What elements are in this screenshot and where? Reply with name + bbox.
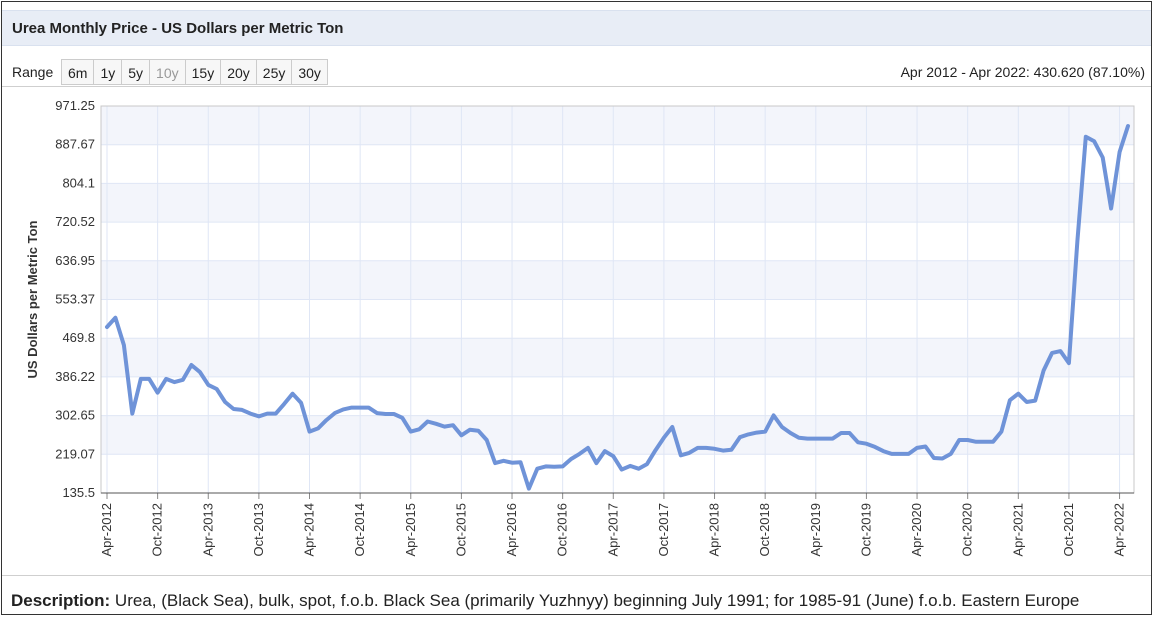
plot-band bbox=[101, 183, 1134, 223]
range-button-20y[interactable]: 20y bbox=[220, 59, 257, 85]
range-button-group: 6m 1y 5y 10y 15y 20y 25y 30y bbox=[61, 59, 328, 85]
y-tick-label: 720.52 bbox=[55, 214, 95, 229]
y-tick-label: 971.25 bbox=[55, 98, 95, 113]
y-tick-label: 302.65 bbox=[55, 408, 95, 423]
x-tick-label: Oct-2017 bbox=[656, 503, 671, 556]
plot-band bbox=[101, 106, 1134, 145]
y-tick-label: 804.1 bbox=[62, 175, 95, 190]
x-tick-label: Oct-2015 bbox=[453, 503, 468, 556]
x-tick-label: Oct-2013 bbox=[251, 503, 266, 556]
x-tick-label: Apr-2014 bbox=[302, 503, 317, 556]
range-button-30y[interactable]: 30y bbox=[291, 59, 328, 85]
y-tick-label: 887.67 bbox=[55, 137, 95, 152]
x-tick-label: Apr-2019 bbox=[808, 503, 823, 556]
price-series-line bbox=[105, 124, 1130, 491]
title-bar: Urea Monthly Price - US Dollars per Metr… bbox=[2, 10, 1151, 46]
x-tick-label: Oct-2014 bbox=[352, 503, 367, 556]
x-tick-label: Apr-2021 bbox=[1010, 503, 1025, 556]
plot-band bbox=[101, 338, 1134, 377]
chart-area: 971.25 887.67 804.1 720.52 636.95 553.37 469.8… bbox=[2, 86, 1151, 576]
x-tick-label: Apr-2013 bbox=[200, 503, 215, 556]
x-tick-label: Oct-2016 bbox=[555, 503, 570, 556]
x-tick-label: Oct-2019 bbox=[858, 503, 873, 556]
y-tick-label: 386.22 bbox=[55, 369, 95, 384]
x-tick-label: Oct-2012 bbox=[150, 503, 165, 556]
x-tick-label: Oct-2021 bbox=[1061, 503, 1076, 556]
range-button-5y[interactable]: 5y bbox=[121, 59, 151, 85]
y-axis-title: US Dollars per Metric Ton bbox=[25, 220, 40, 378]
chart-title: Urea Monthly Price - US Dollars per Metr… bbox=[12, 20, 344, 37]
x-tick-label: Apr-2015 bbox=[403, 503, 418, 556]
price-line-chart: 971.25 887.67 804.1 720.52 636.95 553.37 469.8… bbox=[25, 98, 1135, 556]
y-tick-label: 636.95 bbox=[55, 253, 95, 268]
description-label: Description: bbox=[11, 591, 111, 610]
range-button-1y[interactable]: 1y bbox=[93, 59, 123, 85]
x-tick-label: Apr-2022 bbox=[1112, 503, 1127, 556]
x-tick-label: Apr-2018 bbox=[707, 503, 722, 556]
y-tick-label: 219.07 bbox=[55, 446, 95, 461]
range-button-25y[interactable]: 25y bbox=[255, 59, 293, 85]
x-tick-label: Apr-2020 bbox=[909, 503, 924, 556]
x-tick-label: Apr-2016 bbox=[504, 503, 519, 556]
plot-band bbox=[101, 260, 1134, 300]
y-tick-label: 469.8 bbox=[62, 330, 95, 345]
y-tick-label: 553.37 bbox=[55, 292, 95, 307]
y-tick-label: 135.5 bbox=[62, 485, 95, 500]
x-tick-label: Oct-2018 bbox=[757, 503, 772, 556]
x-tick-label: Apr-2017 bbox=[605, 503, 620, 556]
range-label: Range bbox=[12, 64, 54, 80]
plot-band bbox=[101, 415, 1134, 455]
description-text: Urea, (Black Sea), bulk, spot, f.o.b. Bl… bbox=[114, 591, 1080, 610]
description: Description: Urea, (Black Sea), bulk, sp… bbox=[11, 591, 1079, 611]
x-tick-label: Oct-2020 bbox=[960, 503, 975, 556]
x-tick-label: Apr-2012 bbox=[99, 503, 114, 556]
range-button-10y[interactable]: 10y bbox=[149, 59, 186, 85]
range-summary: Apr 2012 - Apr 2022: 430.620 (87.10%) bbox=[900, 64, 1145, 80]
range-button-6m[interactable]: 6m bbox=[61, 59, 95, 85]
range-button-15y[interactable]: 15y bbox=[184, 59, 222, 85]
